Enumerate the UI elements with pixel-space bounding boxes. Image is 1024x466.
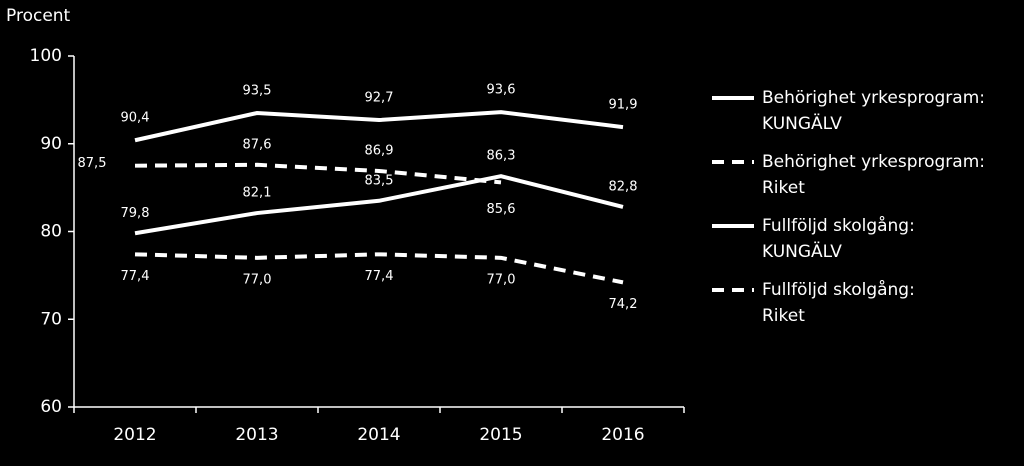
x-tick-label: 2016 — [601, 425, 644, 445]
value-label: 87,5 — [78, 156, 107, 171]
y-axis-label: Procent — [6, 6, 71, 26]
value-label: 77,4 — [121, 269, 150, 284]
legend-label: Behörighet yrkesprogram: KUNGÄLV — [762, 88, 985, 134]
value-label: 87,6 — [243, 137, 272, 152]
value-label: 82,8 — [609, 179, 638, 194]
legend-label: Fullföljd skolgång: KUNGÄLV — [762, 215, 915, 262]
value-label: 77,0 — [243, 272, 272, 287]
value-label: 93,6 — [487, 83, 516, 98]
series-line — [134, 162, 502, 185]
legend-line: KUNGÄLV — [762, 113, 842, 134]
legend-line: Fullföljd skolgång: — [762, 279, 915, 300]
value-label: 83,5 — [365, 173, 394, 188]
value-label: 90,4 — [121, 111, 150, 126]
legend-line: Behörighet yrkesprogram: — [762, 152, 985, 172]
value-label: 82,1 — [243, 186, 272, 201]
value-label: 77,0 — [487, 272, 516, 287]
value-label: 91,9 — [609, 98, 638, 113]
value-label: 74,2 — [609, 297, 638, 312]
legend-line: KUNGÄLV — [762, 241, 842, 262]
y-tick-label: 80 — [40, 222, 62, 242]
x-tick-label: 2012 — [113, 425, 156, 445]
series-line — [134, 110, 624, 143]
series-line — [134, 174, 624, 236]
y-tick-label: 70 — [40, 309, 62, 329]
value-label: 85,6 — [487, 202, 516, 217]
legend-label: Fullföljd skolgång: Riket — [762, 279, 915, 326]
legend-line: Fullföljd skolgång: — [762, 215, 915, 236]
y-tick-label: 100 — [30, 46, 62, 66]
x-tick-label: 2014 — [357, 425, 400, 445]
x-tick-label: 2015 — [479, 425, 522, 445]
legend-line: Riket — [762, 306, 805, 326]
legend-label: Behörighet yrkesprogram: Riket — [762, 152, 985, 198]
legend-line: Riket — [762, 178, 805, 198]
y-tick-label: 60 — [40, 397, 62, 417]
y-tick-label: 90 — [40, 134, 62, 154]
value-label: 77,4 — [365, 269, 394, 284]
value-label: 92,7 — [365, 91, 394, 106]
value-label: 86,9 — [365, 143, 394, 158]
value-label: 86,3 — [487, 149, 516, 164]
series-line — [134, 252, 624, 285]
value-label: 79,8 — [121, 206, 150, 221]
value-label: 93,5 — [243, 84, 272, 99]
legend-line: Behörighet yrkesprogram: — [762, 88, 985, 108]
x-tick-label: 2013 — [235, 425, 278, 445]
